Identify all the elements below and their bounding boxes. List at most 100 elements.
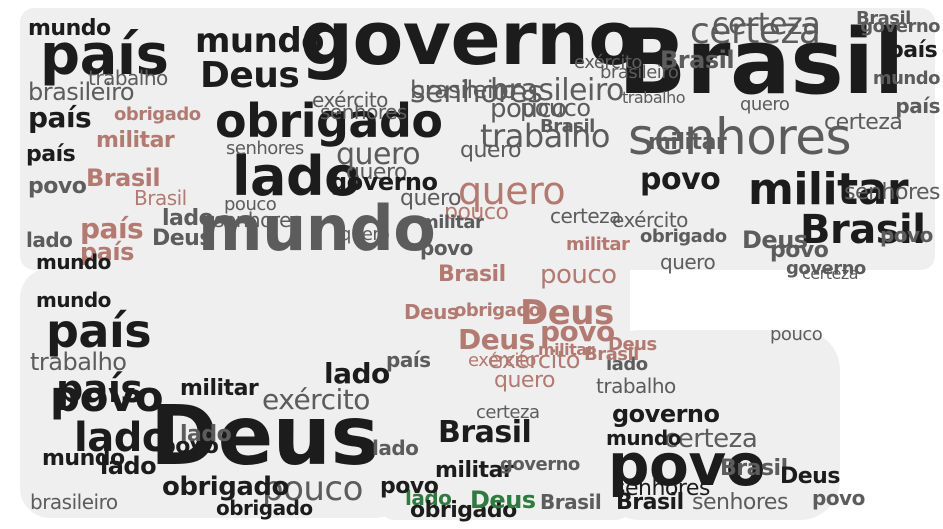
cloud-word: exército — [612, 208, 688, 232]
cloud-word: trabalho — [480, 117, 610, 155]
cloud-word: certeza — [802, 264, 859, 283]
cloud-word: povo — [812, 486, 865, 510]
cloud-word: militar — [566, 234, 630, 255]
cloud-word: Deus — [150, 389, 379, 484]
cloud-word: povo — [880, 223, 933, 247]
cloud-word: país — [56, 367, 143, 411]
cloud-word: obrigado — [640, 226, 727, 247]
cloud-word: Brasil — [616, 490, 684, 515]
cloud-word: militar — [648, 130, 727, 155]
cloud-word: pouco — [490, 94, 567, 124]
cloud-word: Brasil — [618, 10, 904, 115]
cloud-word: Brasil — [86, 164, 161, 192]
cloud-word: brasileiro — [28, 78, 135, 106]
cloud-word: exército — [574, 52, 642, 73]
cloud-word: certeza — [712, 7, 821, 42]
cloud-word: senhores — [628, 108, 852, 166]
cloud-word: Deus — [608, 334, 657, 355]
cloud-word: brasileiro — [410, 76, 517, 104]
cloud-word: militar — [538, 340, 594, 359]
cloud-word: povo — [160, 434, 219, 459]
cloud-word: país — [40, 23, 169, 88]
cloud-word: pouco — [444, 200, 509, 225]
cloud-word: lado — [606, 354, 648, 375]
cloud-word: lado — [324, 357, 390, 390]
cloud-word: país — [46, 304, 152, 358]
cloud-word: mundo — [36, 288, 111, 312]
cloud-word: Brasil — [540, 490, 602, 514]
cloud-word: povo — [420, 236, 473, 260]
cloud-word: povo — [640, 162, 721, 197]
cloud-word: mundo — [36, 250, 111, 274]
cloud-word: quero — [346, 160, 407, 185]
cloud-word: senhores — [214, 208, 301, 232]
cloud-word: povo — [608, 431, 766, 499]
cloud-word: obrigado — [454, 300, 541, 321]
cloud-word: mundo — [42, 446, 125, 471]
cloud-word: pouco — [770, 324, 823, 345]
cloud-word: Brasil — [540, 116, 595, 137]
cloud-word: mundo — [606, 426, 681, 450]
cloud-word: certeza — [690, 11, 821, 52]
cloud-word: Brasil — [856, 8, 911, 29]
cloud-word: Deus — [200, 55, 300, 96]
cloud-word: governo — [612, 400, 720, 428]
cloud-word: militar — [420, 212, 484, 233]
cloud-word: mundo — [872, 68, 941, 89]
cloud-word: lado — [372, 436, 419, 460]
cloud-word: Deus — [742, 226, 808, 254]
cloud-word: trabalho — [596, 374, 676, 398]
cloud-word: trabalho — [88, 66, 168, 90]
cloud-word: lado — [180, 422, 232, 447]
cloud-word: Deus — [470, 486, 536, 514]
cloud-word: senhores — [844, 180, 940, 205]
cloud-word: lado — [26, 228, 73, 252]
cloud-word: governo — [860, 16, 940, 37]
cloud-word: povo — [380, 474, 439, 499]
cloud-word: obrigado — [410, 498, 517, 523]
cloud-word: Brasil — [438, 262, 506, 287]
cloud-word: Brasil — [584, 344, 639, 365]
cloud-word: senhores — [410, 75, 543, 110]
cloud-word: país — [888, 38, 938, 63]
cloud-word: povo — [770, 238, 829, 263]
cloud-word: povo — [540, 315, 615, 348]
cloud-word: trabalho — [622, 88, 686, 107]
cloud-word: país — [26, 142, 76, 167]
silhouette-head-area — [20, 8, 935, 270]
cloud-word: quero — [660, 250, 716, 274]
silhouette-right-arm — [600, 330, 840, 520]
cloud-word: exército — [262, 383, 370, 416]
cloud-word: certeza — [664, 424, 758, 454]
cloud-word: exército — [468, 350, 536, 371]
cloud-word: exército — [312, 88, 388, 112]
cloud-word: governo — [500, 454, 580, 475]
cloud-word: pouco — [520, 94, 591, 122]
cloud-word: senhores — [320, 100, 407, 124]
cloud-word: quero — [336, 137, 421, 172]
cloud-word: obrigado — [215, 94, 443, 148]
cloud-word: militar — [435, 458, 514, 483]
cloud-word: lado — [100, 452, 157, 480]
cloud-word: pouco — [224, 194, 277, 215]
cloud-word: certeza — [824, 110, 903, 135]
cloud-word: Brasil — [438, 415, 532, 450]
cloud-word: Deus — [780, 464, 840, 489]
cloud-word: Brasil — [720, 456, 788, 481]
cloud-word: militar — [748, 164, 909, 215]
cloud-word: quero — [740, 94, 790, 115]
cloud-word: mundo — [195, 21, 325, 61]
cloud-word: Deus — [520, 293, 614, 333]
cloud-word: pouco — [262, 469, 363, 509]
cloud-word: quero — [340, 224, 390, 245]
cloud-word: povo — [28, 174, 87, 199]
cloud-word: obrigado — [216, 496, 313, 520]
cloud-word: país — [386, 348, 431, 372]
cloud-word: certeza — [550, 204, 621, 228]
cloud-word: exército — [488, 346, 580, 374]
cloud-word: obrigado — [114, 104, 201, 125]
cloud-word: mundo — [198, 192, 436, 265]
cloud-word: mundo — [28, 16, 111, 41]
cloud-word: governo — [330, 168, 438, 196]
